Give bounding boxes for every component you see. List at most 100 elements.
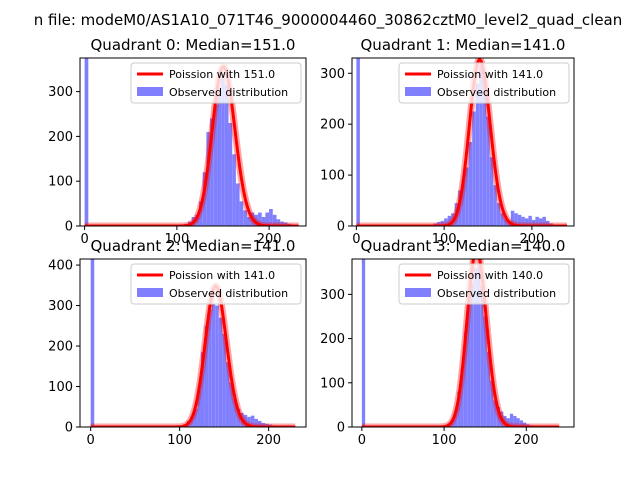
x-tick-label: 100	[432, 232, 457, 247]
legend-bar-swatch	[137, 87, 163, 96]
histogram-bar	[280, 221, 284, 226]
y-tick-label: 0	[337, 220, 345, 235]
histogram-bar	[470, 283, 474, 427]
histogram-bar	[243, 414, 248, 427]
histogram-bar	[235, 183, 240, 226]
legend-label: Observed distribution	[437, 287, 556, 300]
x-tick-label: 200	[257, 232, 282, 247]
histogram-bar	[468, 142, 473, 226]
legend: Poission with 141.0 Observed distribution	[398, 62, 570, 104]
histogram-bar	[90, 259, 95, 427]
y-tick-label: 0	[65, 220, 73, 235]
y-tick-label: 200	[320, 118, 345, 133]
x-tick-label: 0	[352, 232, 360, 247]
quadrant-0-chart: 0 100 200 0 100 200 300 Quadrant 0: Median=151.…	[48, 36, 307, 247]
histogram-bar	[225, 362, 230, 427]
poisson-line-halo	[353, 58, 570, 226]
legend-label: Observed distribution	[169, 86, 288, 99]
y-tick-label: 400	[48, 259, 73, 274]
legend-bar-swatch	[405, 87, 431, 96]
y-tick-label: 300	[320, 67, 345, 82]
histogram-bar	[457, 391, 461, 427]
histogram-bar	[217, 91, 222, 226]
histogram-bar	[444, 218, 448, 226]
histogram-bar	[202, 172, 207, 226]
subplot-title: Quadrant 2: Median=141.0	[91, 237, 296, 255]
poisson-line-halo	[82, 63, 302, 226]
histogram-bar	[239, 201, 244, 226]
plot-area	[359, 259, 562, 427]
histogram-bar	[210, 118, 214, 226]
y-tick-label: 200	[48, 130, 73, 145]
histogram-bar	[229, 382, 234, 427]
histogram-bar	[246, 217, 251, 226]
histogram-bar	[486, 351, 491, 427]
histogram-bar	[247, 416, 251, 427]
histogram-bar	[463, 331, 468, 427]
plot-area	[353, 58, 570, 226]
histogram-bar	[218, 317, 223, 427]
y-tick-label: 300	[48, 299, 73, 314]
histogram-bar	[506, 418, 510, 427]
histogram-bar	[514, 213, 518, 226]
y-tick-label: 200	[48, 340, 73, 355]
histogram-bar	[517, 214, 522, 226]
histogram-bar	[272, 214, 277, 226]
histogram-bar	[198, 201, 203, 226]
x-tick-label: 100	[167, 433, 192, 448]
histogram-bar	[206, 131, 211, 226]
histogram-bar	[524, 218, 529, 226]
axes-frame	[79, 258, 307, 428]
legend-box	[398, 263, 570, 305]
histogram-bar	[545, 220, 550, 226]
legend-label: Poission with 151.0	[169, 68, 275, 81]
histogram-bar	[269, 208, 273, 226]
x-tick-label: 0	[358, 433, 366, 448]
histogram-bar	[437, 221, 441, 226]
histogram-bar	[496, 407, 500, 427]
x-tick-label: 200	[256, 433, 281, 448]
histogram-bar	[213, 105, 218, 226]
x-tick-label: 200	[514, 433, 539, 448]
histogram-bar	[500, 213, 504, 226]
legend-box	[398, 62, 570, 104]
histogram-bar	[233, 398, 237, 427]
histogram-bar	[510, 210, 515, 226]
histogram-bar	[523, 422, 527, 427]
histogram-bar	[521, 216, 525, 226]
legend-box	[130, 62, 302, 104]
subplot-title: Quadrant 1: Median=141.0	[361, 36, 566, 54]
histogram-bar	[283, 222, 288, 226]
histogram-bar	[261, 217, 266, 226]
histogram-bar	[472, 111, 476, 226]
y-tick-label: 100	[48, 175, 73, 190]
histogram-bar	[440, 220, 445, 226]
poisson-line	[361, 259, 560, 427]
legend-label: Observed distribution	[169, 287, 288, 300]
x-tick-label: 0	[80, 232, 88, 247]
quadrant-1-chart: 0 100 200 0 100 200 300 Quadrant 1: Median=141.…	[320, 36, 575, 247]
histogram-bar	[190, 416, 194, 427]
histogram-bar	[211, 303, 216, 427]
y-tick-label: 100	[48, 380, 73, 395]
histogram-bar	[503, 218, 508, 226]
histogram-bar	[538, 218, 543, 226]
histogram-bar	[258, 212, 262, 226]
histogram-bar	[480, 285, 484, 427]
y-tick-label: 0	[65, 421, 73, 436]
histogram-bar	[243, 210, 247, 226]
histogram-bar	[496, 203, 501, 226]
quadrant-3-chart: 0 100 200 0 100 200 300 Quadrant 3: Median=140.…	[320, 237, 575, 448]
histogram-bar	[486, 116, 490, 226]
histogram-bar	[519, 420, 524, 427]
histogram-bar	[197, 386, 202, 427]
histogram-bar	[482, 73, 487, 226]
histogram-bar	[224, 84, 229, 226]
histogram-bar	[201, 352, 205, 427]
axes-frame	[351, 258, 575, 428]
histogram-bar	[195, 214, 199, 226]
legend-bar-swatch	[137, 288, 163, 297]
histogram-bar	[450, 420, 454, 427]
histogram-bar	[483, 316, 487, 427]
histogram-bar	[265, 212, 270, 226]
